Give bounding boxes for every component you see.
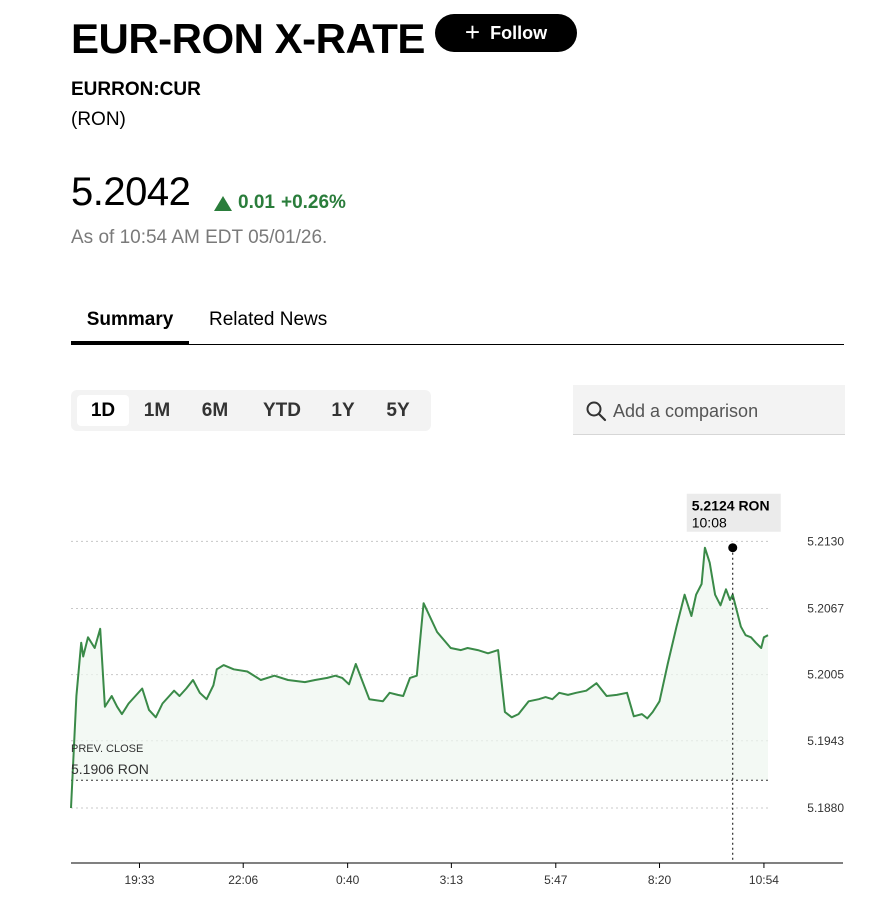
price-chart[interactable]: 5.2130 5.2067 5.2005 5.1943 5.1880 19:33 22:0…	[0, 460, 885, 921]
y-tick-label: 5.1943	[807, 734, 844, 748]
tooltip-time: 10:08	[692, 515, 727, 531]
change-value: 0.01	[238, 192, 275, 213]
price-change: 0.01 +0.26%	[214, 192, 346, 214]
chart-series-line	[70, 546, 769, 809]
y-tick-label: 5.1880	[807, 801, 844, 815]
chart-area-fill	[71, 547, 768, 808]
comparison-placeholder: Add a comparison	[613, 401, 759, 421]
x-tick-label: 0:40	[336, 873, 360, 887]
x-tick-label: 10:54	[749, 873, 779, 887]
page-title: EUR-RON X-RATE	[71, 15, 425, 62]
price-value: 5.2042	[71, 170, 191, 214]
range-1y[interactable]: 1Y	[331, 400, 355, 421]
ticker-symbol: EURRON:CUR	[71, 79, 201, 100]
search-icon	[586, 401, 607, 422]
x-tick-label: 22:06	[228, 873, 258, 887]
currency-label: (RON)	[71, 109, 126, 130]
range-ytd[interactable]: YTD	[263, 400, 301, 421]
range-1d[interactable]: 1D	[77, 395, 129, 426]
range-selector: 1D 1M 6M YTD 1Y 5Y	[71, 390, 431, 431]
x-tick-label: 8:20	[648, 873, 672, 887]
prev-close-value: 5.1906 RON	[71, 761, 149, 777]
tab-summary[interactable]: Summary	[71, 307, 189, 344]
follow-button[interactable]: + Follow	[435, 14, 577, 52]
tooltip-price: 5.2124 RON	[692, 498, 770, 514]
tooltip-box	[686, 493, 781, 532]
x-tick-label: 19:33	[124, 873, 154, 887]
change-percent: +0.26%	[280, 192, 346, 213]
x-tick-label: 3:13	[440, 873, 464, 887]
range-6m[interactable]: 6M	[201, 400, 229, 421]
prev-close-label: PREV. CLOSE	[71, 743, 143, 755]
as-of-timestamp: As of 10:54 AM EDT 05/01/26.	[71, 227, 328, 248]
up-arrow-icon	[214, 195, 232, 211]
comparison-search[interactable]: Add a comparison	[573, 385, 845, 435]
tooltip-point	[728, 543, 738, 553]
y-tick-label: 5.2067	[807, 602, 844, 616]
tab-related-news[interactable]: Related News	[209, 309, 328, 330]
plus-icon: +	[464, 16, 481, 47]
range-1m[interactable]: 1M	[143, 400, 171, 421]
x-tick-label: 5:47	[544, 873, 568, 887]
range-5y[interactable]: 5Y	[386, 400, 410, 421]
follow-label: Follow	[490, 22, 548, 43]
y-tick-label: 5.2005	[807, 668, 844, 682]
tab-bar: Summary Related News	[71, 307, 844, 345]
y-tick-label: 5.2130	[807, 534, 844, 548]
